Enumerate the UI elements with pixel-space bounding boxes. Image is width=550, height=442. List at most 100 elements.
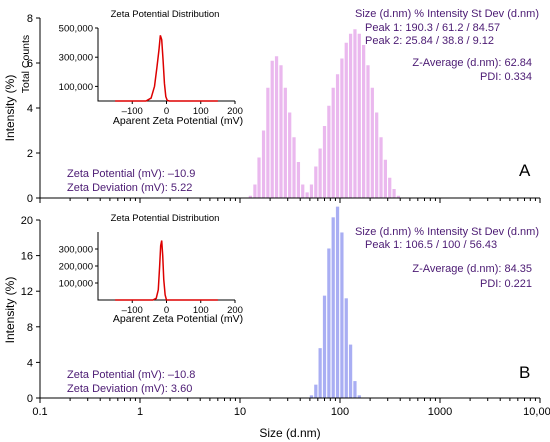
bar-a-14 [309, 184, 314, 198]
y-tick-label-b-4: 16 [21, 251, 33, 263]
y-tick-label-a-3: 6 [27, 58, 33, 70]
bar-a-13 [305, 192, 309, 199]
inset-a: Zeta Potential Distribution 100,000 300,0… [20, 9, 243, 127]
inset-line-b [115, 240, 218, 301]
bar-a-1 [253, 184, 257, 198]
peak1-a: Peak 1: 190.3 / 61.2 / 84.57 [365, 22, 500, 34]
inset-y-ticks-a: 100,000 300,000 500,000 [59, 24, 98, 93]
inset-axes-a [97, 28, 235, 102]
y-tick-label-a-4: 8 [27, 13, 33, 25]
y-tick-label-b-2: 8 [27, 322, 33, 334]
x-tick-label-0: 0.1 [32, 406, 47, 418]
inset-x-tick-label-b-3: 200 [227, 305, 243, 316]
bar-a-22 [344, 42, 348, 198]
inset-x-tick-label-a-3: 200 [227, 106, 243, 117]
bars-a [248, 29, 401, 199]
bar-b-4 [327, 248, 331, 398]
x-ticks-a [39, 198, 541, 203]
x-tick-label-5: 10,000 [523, 406, 550, 418]
bar-a-19 [331, 87, 335, 198]
bar-a-18 [327, 105, 331, 198]
bar-a-28 [370, 87, 374, 198]
inset-title-b: Zeta Potential Distribution [111, 213, 220, 224]
bar-a-16 [318, 148, 322, 198]
y-tick-label-a-0: 0 [27, 193, 33, 205]
inset-y-tick-label-b-1: 200,000 [59, 262, 93, 273]
y-tick-label-b-1: 4 [27, 357, 33, 369]
bar-a-17 [322, 126, 327, 198]
bar-a-2 [257, 157, 261, 198]
bar-a-8 [283, 87, 287, 198]
inset-x-tick-label-b-0: –100 [122, 305, 143, 316]
y-tick-label-a-1: 2 [27, 148, 33, 160]
inset-y-tick-label-b-0: 100,000 [59, 279, 93, 290]
peak1-b: Peak 1: 106.5 / 100 / 56.43 [365, 239, 497, 251]
y-axis-title-b: Intensity (%) [3, 277, 17, 344]
bar-a-10 [292, 137, 296, 198]
bar-a-3 [261, 130, 266, 198]
inset-x-tick-label-b-2: 100 [193, 305, 209, 316]
bar-a-31 [383, 159, 387, 198]
bar-b-1 [314, 384, 318, 398]
bar-a-23 [348, 33, 353, 198]
inset-x-tick-label-a-0: –100 [122, 106, 143, 117]
bar-b-11 [357, 395, 361, 398]
zeta-potential-b: Zeta Potential (mV): –10.8 [67, 369, 195, 381]
y-tick-label-a-2: 4 [27, 103, 33, 115]
bar-b-10 [353, 381, 357, 398]
x-tick-label-3: 100 [331, 406, 349, 418]
bar-a-33 [392, 189, 396, 198]
inset-axes-b [97, 232, 235, 301]
y-tick-label-b-0: 0 [27, 393, 33, 405]
bar-b-3 [322, 295, 327, 398]
inset-y-tick-label-a-1: 300,000 [59, 53, 93, 64]
inset-y-tick-label-a-2: 500,000 [59, 24, 93, 35]
bar-a-29 [375, 112, 379, 198]
inset-y-title-a: Total Counts [20, 35, 32, 93]
bar-b-7 [340, 232, 344, 398]
bar-a-9 [288, 112, 292, 198]
inset-y-tick-label-a-0: 100,000 [59, 82, 93, 93]
x-tick-label-4: 1000 [428, 406, 452, 418]
inset-y-tick-label-b-2: 300,000 [59, 245, 93, 256]
inset-x-title-a: Aparent Zeta Potential (mV) [113, 115, 243, 127]
bar-a-34 [396, 195, 401, 198]
bar-a-26 [362, 45, 366, 198]
inset-b: Zeta Potential Distribution 100,000 200,0… [59, 213, 243, 325]
inset-x-tick-label-a-2: 100 [193, 106, 209, 117]
bar-a-30 [379, 137, 383, 198]
pdi-a: PDI: 0.334 [480, 71, 532, 83]
bar-b-6 [335, 206, 340, 398]
y-axis-title-a: Intensity (%) [3, 75, 17, 142]
y-tick-label-b-3: 12 [21, 286, 33, 298]
y-tick-label-b-5: 20 [21, 215, 33, 227]
bar-a-0 [248, 195, 252, 198]
bar-b-9 [348, 344, 353, 398]
y-ticks-b: 0 4 8 12 16 20 [21, 215, 40, 405]
zeta-deviation-b: Zeta Deviation (mV): 3.60 [67, 383, 192, 395]
panel-a: 0 2 4 6 8 Intensity (%) Size (d.nm) % Intens… [3, 8, 541, 205]
y-ticks-a: 0 2 4 6 8 [27, 13, 40, 205]
panel-label-b: B [519, 363, 530, 382]
bar-b-8 [344, 298, 348, 398]
bar-b-5 [331, 217, 335, 398]
bar-a-15 [314, 166, 318, 198]
bar-a-27 [366, 65, 370, 198]
bar-a-21 [340, 58, 344, 198]
bar-a-25 [357, 33, 361, 198]
pdi-b: PDI: 0.221 [480, 278, 532, 290]
x-tick-label-1: 1 [137, 406, 143, 418]
x-axis-title: Size (d.nm) [259, 426, 320, 440]
x-ticks-b: 0.1 1 10 100 1000 10,000 [32, 398, 550, 418]
bar-a-11 [296, 162, 301, 198]
z-average-a: Z-Average (d.nm): 62.84 [412, 57, 532, 69]
x-tick-label-2: 10 [234, 406, 246, 418]
bar-a-6 [274, 56, 279, 198]
inset-y-ticks-b: 100,000 200,000 300,000 [59, 245, 98, 290]
inset-x-tick-label-b-1: 0 [164, 305, 169, 316]
zeta-potential-a: Zeta Potential (mV): –10.9 [67, 168, 195, 180]
bar-a-24 [353, 29, 357, 198]
bar-a-12 [301, 184, 305, 198]
inset-title-a: Zeta Potential Distribution [111, 9, 220, 20]
stats-header-a: Size (d.nm) % Intensity St Dev (d.nm) [355, 8, 539, 20]
